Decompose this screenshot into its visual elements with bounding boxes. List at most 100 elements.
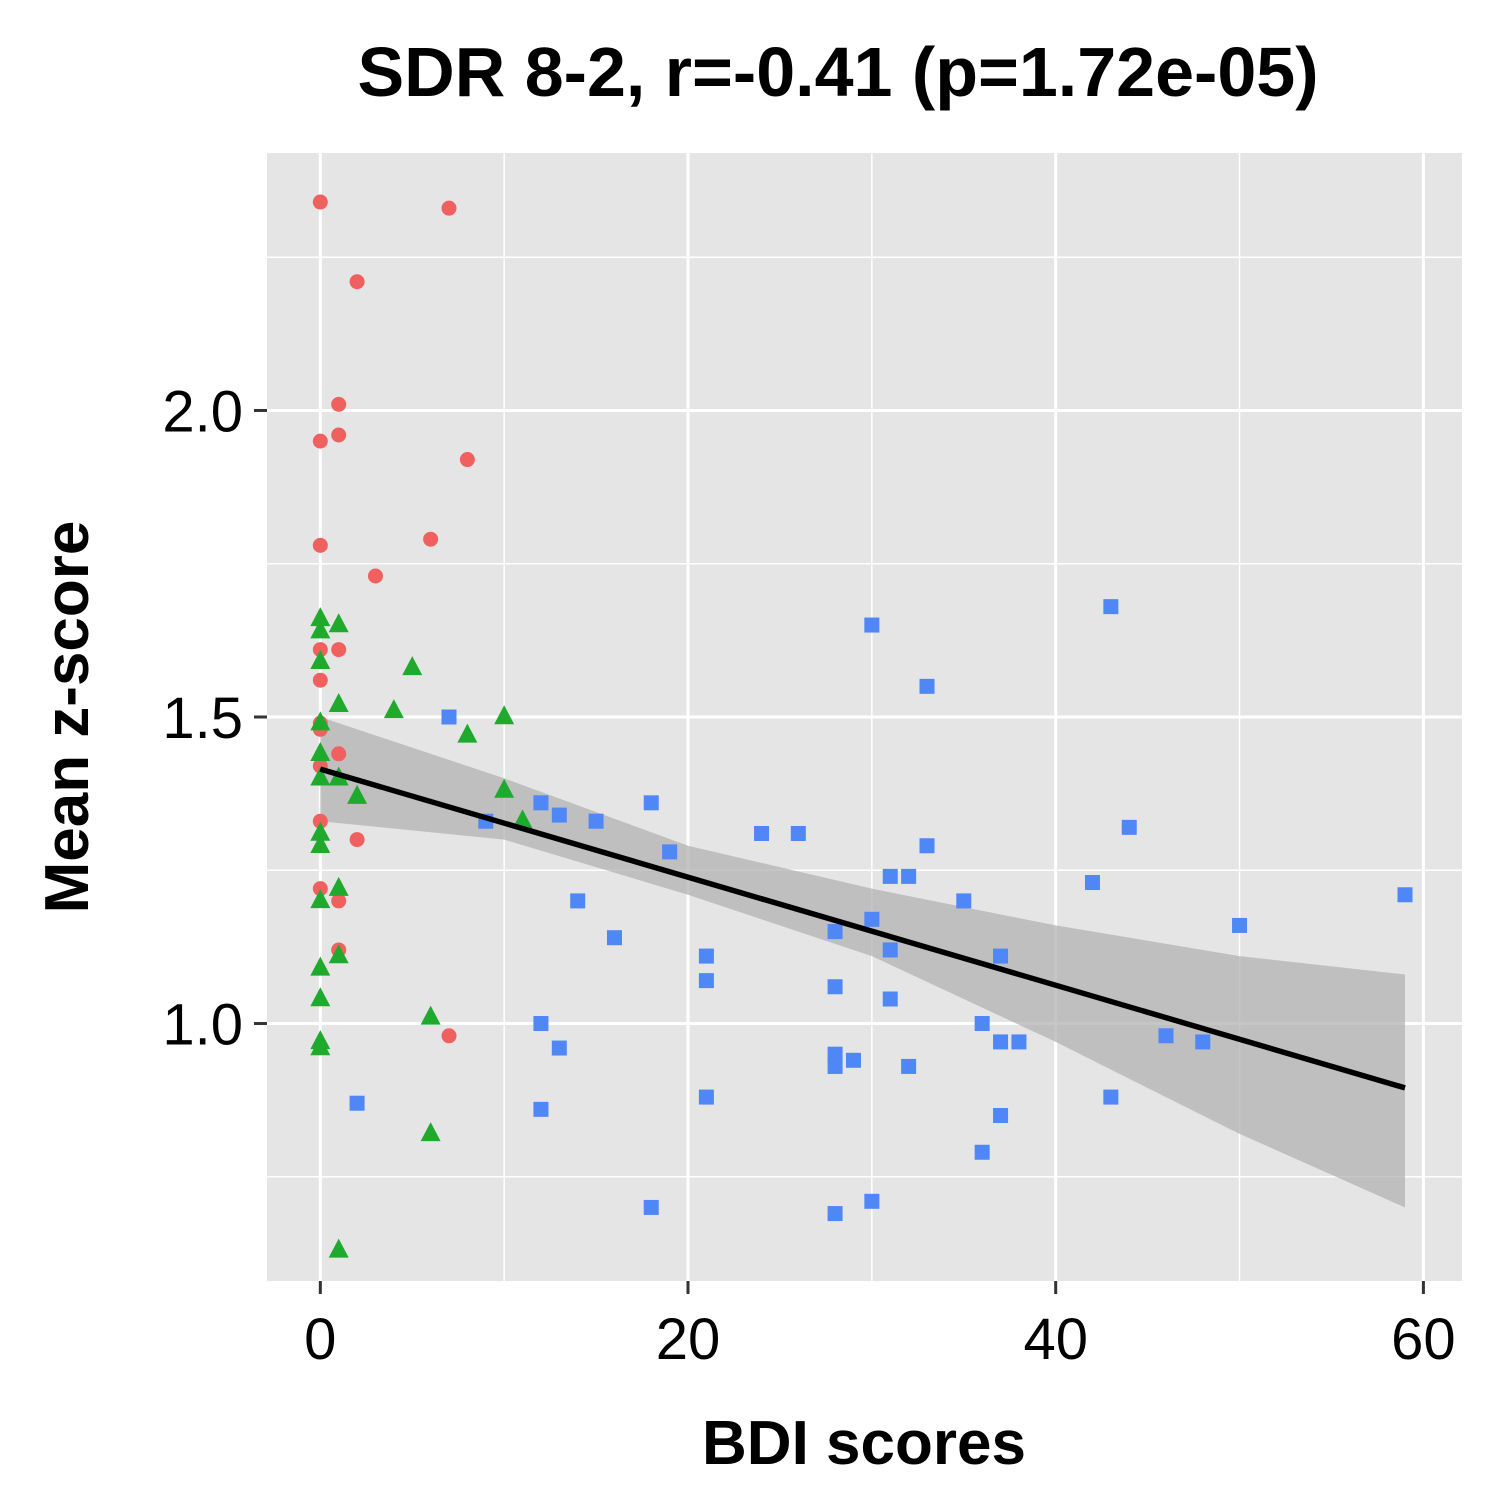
x-tick-label: 40 xyxy=(1023,1307,1088,1372)
data-point-circle xyxy=(331,396,347,412)
data-point-triangle xyxy=(512,809,533,829)
data-point-triangle xyxy=(310,650,331,670)
data-point-square xyxy=(827,979,843,995)
data-point-circle xyxy=(331,642,347,658)
data-point-triangle xyxy=(494,705,515,725)
data-point-square xyxy=(588,813,604,829)
data-point-triangle xyxy=(328,944,349,964)
data-point-square xyxy=(790,825,806,841)
chart-title: SDR 8-2, r=-0.41 (p=1.72e-05) xyxy=(357,33,1318,111)
data-point-square xyxy=(993,1107,1009,1123)
data-point-square xyxy=(827,1046,843,1062)
data-point-square xyxy=(1397,887,1413,903)
data-point-triangle xyxy=(383,699,404,719)
x-axis-title: BDI scores xyxy=(702,1409,1026,1478)
data-point-square xyxy=(1011,1034,1027,1050)
data-point-square xyxy=(919,838,935,854)
data-point-circle xyxy=(367,568,383,584)
data-point-circle xyxy=(459,452,475,468)
confidence-band xyxy=(320,717,1406,1208)
data-point-triangle xyxy=(310,833,331,853)
data-point-circle xyxy=(312,881,328,897)
data-point-square xyxy=(827,1206,843,1222)
data-point-circle xyxy=(312,672,328,688)
data-point-triangle xyxy=(328,876,349,896)
data-point-square xyxy=(845,1052,861,1068)
data-point-square xyxy=(882,991,898,1007)
data-point-triangle xyxy=(328,1238,349,1258)
data-point-triangle xyxy=(347,784,368,804)
data-point-square xyxy=(974,1016,990,1032)
data-points-layer xyxy=(310,194,1413,1258)
data-point-square xyxy=(441,709,457,725)
data-point-circle xyxy=(312,537,328,553)
data-point-square xyxy=(956,893,972,909)
fit-line-layer xyxy=(319,766,1406,1091)
data-point-triangle xyxy=(420,1005,441,1025)
data-point-square xyxy=(698,948,714,964)
data-point-square xyxy=(882,942,898,958)
data-point-square xyxy=(349,1095,365,1111)
data-point-square xyxy=(662,844,678,860)
regression-line xyxy=(319,766,1406,1091)
data-point-triangle xyxy=(310,742,331,762)
x-tick-label: 0 xyxy=(304,1307,336,1372)
data-point-square xyxy=(1084,875,1100,891)
data-point-square xyxy=(993,948,1009,964)
grid-lines xyxy=(267,153,1462,1281)
data-point-triangle xyxy=(310,766,331,786)
data-point-square xyxy=(606,930,622,946)
data-point-square xyxy=(1195,1034,1211,1050)
y-axis-title: Mean z-score xyxy=(33,521,102,914)
data-point-square xyxy=(1103,1089,1119,1105)
data-point-circle xyxy=(349,274,365,290)
data-point-triangle xyxy=(420,1122,441,1142)
data-point-triangle xyxy=(310,956,331,976)
data-point-circle xyxy=(312,642,328,658)
data-point-square xyxy=(919,678,935,694)
data-point-square xyxy=(974,1144,990,1160)
data-point-square xyxy=(754,825,770,841)
data-point-square xyxy=(864,911,880,927)
y-tick-label: 1.5 xyxy=(162,686,243,751)
data-point-circle xyxy=(331,893,347,909)
data-point-square xyxy=(864,1193,880,1209)
data-point-triangle xyxy=(310,607,331,627)
data-point-square xyxy=(1121,819,1137,835)
data-point-square xyxy=(533,1101,549,1117)
data-point-triangle xyxy=(402,656,423,676)
data-point-square xyxy=(1103,599,1119,615)
data-point-circle xyxy=(423,531,439,547)
data-point-square xyxy=(533,795,549,811)
data-point-triangle xyxy=(310,1036,331,1056)
data-point-square xyxy=(533,1016,549,1032)
data-point-circle xyxy=(441,1028,457,1044)
data-point-square xyxy=(827,924,843,940)
data-point-square xyxy=(551,807,567,823)
data-point-triangle xyxy=(457,723,478,743)
data-point-square xyxy=(901,868,917,884)
x-tick-label: 20 xyxy=(656,1307,721,1372)
data-point-triangle xyxy=(494,778,515,798)
data-point-square xyxy=(698,973,714,989)
data-point-circle xyxy=(349,832,365,848)
data-point-circle xyxy=(331,427,347,443)
data-point-circle xyxy=(312,194,328,210)
data-point-square xyxy=(901,1058,917,1074)
data-point-triangle xyxy=(328,692,349,712)
data-point-square xyxy=(864,617,880,633)
data-point-triangle xyxy=(310,889,331,909)
data-point-triangle xyxy=(310,987,331,1007)
confidence-band-layer xyxy=(320,717,1406,1208)
data-point-square xyxy=(882,868,898,884)
data-point-circle xyxy=(441,200,457,216)
x-tick-label: 60 xyxy=(1391,1307,1456,1372)
y-tick-label: 2.0 xyxy=(162,379,243,444)
y-tick-label: 1.0 xyxy=(162,993,243,1058)
data-point-square xyxy=(551,1040,567,1056)
axes-layer: 0 20 40 60 1.0 1.5 2.0 xyxy=(162,379,1455,1372)
data-point-square xyxy=(827,1058,843,1074)
data-point-circle xyxy=(312,433,328,449)
data-point-triangle xyxy=(310,821,331,841)
